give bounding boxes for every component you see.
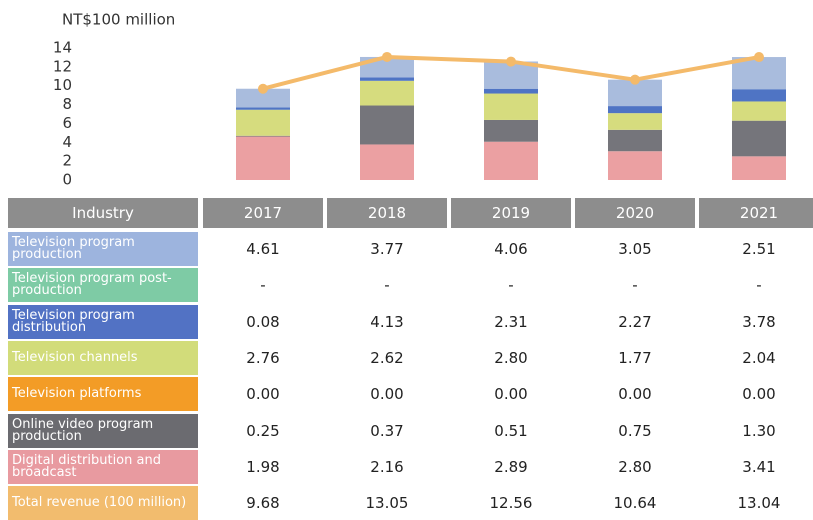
value-cell: 13.04 (737, 494, 781, 513)
bar-segment (732, 89, 786, 102)
year-header: 2017 (203, 198, 323, 228)
value-cell: 2.04 (742, 348, 776, 367)
value-cell: 2.80 (494, 348, 528, 367)
row-label: Online video program production (8, 413, 198, 448)
bar-segment (484, 93, 538, 120)
bar-segment (236, 136, 290, 180)
bar-segment (608, 106, 662, 114)
bar-segment (360, 77, 414, 81)
value-cell: 0.00 (494, 385, 528, 404)
bar-segment (484, 141, 538, 180)
value-cell: 0.51 (494, 421, 528, 440)
row-label: Digital distribution and broadcast (8, 449, 198, 484)
value-cell: 0.00 (618, 385, 652, 404)
bar-segment (484, 119, 538, 142)
bar-segment (608, 151, 662, 180)
value-cell: 2.89 (494, 457, 528, 476)
value-cell: 13.05 (365, 494, 409, 513)
value-cell: 12.56 (489, 494, 533, 513)
value-cell: - (632, 276, 638, 295)
bar-segment (360, 144, 414, 180)
row-label: Television program production (8, 232, 198, 266)
bar-segment (484, 88, 538, 94)
year-header: 2021 (699, 198, 813, 228)
total-point (630, 74, 640, 85)
bar-segment (360, 80, 414, 106)
year-header: 2020 (575, 198, 695, 228)
value-cell: 0.00 (246, 385, 280, 404)
value-cell: 0.37 (370, 421, 404, 440)
row-label: Television platforms (8, 377, 198, 412)
bar-segment (236, 88, 290, 108)
bar-segment (732, 101, 786, 121)
value-cell: 4.06 (494, 240, 528, 258)
y-tick-label: 6 (62, 114, 72, 132)
value-cell: 3.05 (618, 240, 652, 258)
bar-segment (732, 156, 786, 180)
value-cell: 2.76 (246, 348, 280, 367)
bar-segment (732, 120, 786, 157)
year-header: 2019 (451, 198, 571, 228)
value-cell: 10.64 (613, 494, 657, 513)
bar-segment (236, 107, 290, 110)
value-cell: 1.30 (742, 421, 776, 440)
y-tick-label: 2 (62, 152, 72, 170)
y-tick-label: 14 (53, 39, 72, 57)
value-cell: 2.62 (370, 348, 404, 367)
y-tick-label: 12 (53, 57, 72, 75)
total-point (382, 51, 392, 62)
value-cell: 0.00 (742, 385, 776, 404)
value-cell: 9.68 (246, 494, 280, 513)
y-axis-label: NT$100 million (62, 11, 175, 29)
value-cell: - (384, 276, 390, 295)
value-cell: 0.00 (370, 385, 404, 404)
y-tick-label: 0 (62, 171, 72, 189)
bar-segment (360, 105, 414, 145)
row-label: Total revenue (100 million) (8, 486, 198, 520)
table-header: Industry (8, 198, 198, 228)
bar-segment (608, 113, 662, 130)
value-cell: 3.41 (742, 457, 776, 476)
value-cell: 2.80 (618, 457, 652, 476)
value-cell: 2.31 (494, 312, 528, 331)
value-cell: 4.61 (246, 240, 280, 258)
value-cell: 1.77 (618, 348, 652, 367)
value-cell: - (756, 276, 762, 295)
bar-segment (608, 129, 662, 152)
value-cell: 3.78 (742, 312, 776, 331)
bar-segment (236, 135, 290, 137)
value-cell: 0.08 (246, 312, 280, 331)
value-cell: 0.75 (618, 421, 652, 440)
value-cell: 4.13 (370, 312, 404, 331)
year-header: 2018 (327, 198, 447, 228)
value-cell: 2.51 (742, 240, 776, 258)
y-tick-label: 4 (62, 133, 72, 151)
total-point (506, 56, 516, 67)
value-cell: 1.98 (246, 457, 280, 476)
y-tick-label: 10 (53, 76, 72, 94)
value-cell: 0.25 (246, 421, 280, 440)
bar-segment (236, 109, 290, 136)
row-label: Television program post-production (8, 268, 198, 303)
value-cell: 2.16 (370, 457, 404, 476)
y-tick-label: 8 (62, 95, 72, 113)
total-point (754, 52, 764, 63)
total-point (258, 83, 268, 94)
value-cell: 3.77 (370, 240, 404, 258)
value-cell: 2.27 (618, 312, 652, 331)
row-label: Television program distribution (8, 304, 198, 339)
bar-segment (732, 57, 786, 90)
row-label: Television channels (8, 340, 198, 375)
value-cell: - (508, 276, 514, 295)
value-cell: - (260, 276, 266, 295)
